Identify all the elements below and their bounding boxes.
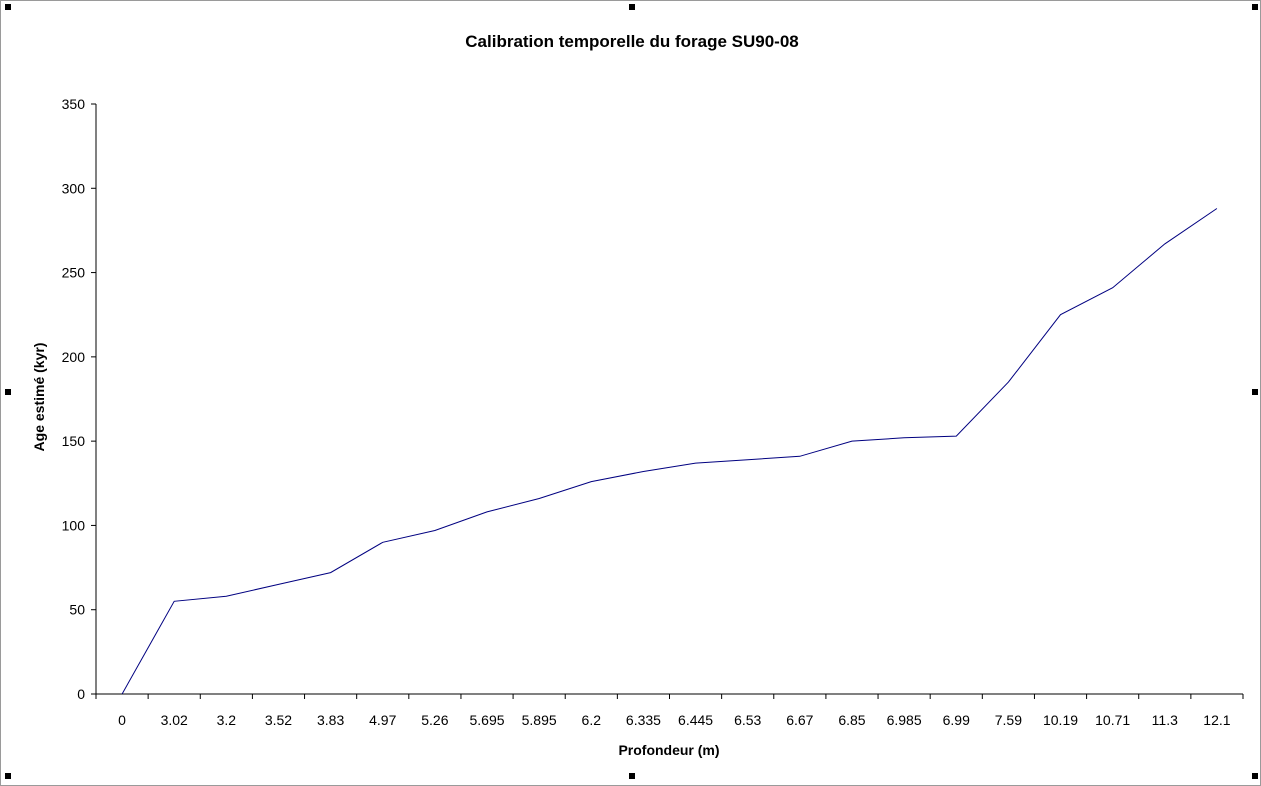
data-point[interactable] [225,595,228,598]
data-point[interactable] [903,436,906,439]
data-point[interactable] [121,693,124,696]
y-tick-label: 0 [77,686,85,702]
data-point[interactable] [486,510,489,513]
resize-handle-top-right[interactable] [1252,4,1258,10]
x-tick-label: 6.985 [887,712,922,728]
data-point[interactable] [694,462,697,465]
x-tick-label: 10.71 [1095,712,1130,728]
data-point[interactable] [1163,242,1166,245]
y-tick-label: 250 [62,265,86,281]
series-line[interactable] [121,208,1218,695]
y-axis-title[interactable]: Age estimé (kyr) [31,343,47,452]
data-point[interactable] [746,458,749,461]
resize-handle-bottom-left[interactable] [5,773,11,779]
data-point[interactable] [1059,313,1062,316]
plot-series [121,207,1218,696]
y-tick-label: 100 [62,517,86,533]
x-tick-label: 3.83 [317,712,344,728]
data-point[interactable] [590,480,593,483]
resize-handle-bottom-center[interactable] [629,773,635,779]
data-point[interactable] [955,435,958,438]
x-tick-label: 6.85 [838,712,865,728]
data-point[interactable] [850,440,853,443]
data-point[interactable] [642,470,645,473]
x-tick-label: 6.67 [786,712,813,728]
x-tick-label: 4.97 [369,712,396,728]
x-tick-label: 6.445 [678,712,713,728]
x-tick-label: 3.02 [161,712,188,728]
data-point[interactable] [798,455,801,458]
x-tick-label: 5.895 [522,712,557,728]
x-tick-label: 6.53 [734,712,761,728]
data-point[interactable] [1007,381,1010,384]
x-tick-label: 3.2 [217,712,237,728]
x-tick-label: 6.335 [626,712,661,728]
data-point[interactable] [173,600,176,603]
x-tick-label: 6.2 [582,712,602,728]
resize-handle-top-left[interactable] [5,4,11,10]
y-tick-label: 300 [62,180,86,196]
x-tick-label: 6.99 [943,712,970,728]
y-tick-label: 200 [62,349,86,365]
data-point[interactable] [1215,207,1218,210]
chart-title[interactable]: Calibration temporelle du forage SU90-08 [465,32,798,51]
x-axis-title[interactable]: Profondeur (m) [618,742,719,758]
x-tick-label: 12.1 [1203,712,1230,728]
x-axis-ticks: 0 3.02 3.2 3.52 3.83 4.97 5.26 5.695 5.895 6.2 6.3… [95,694,1244,728]
data-point[interactable] [433,529,436,532]
x-tick-label: 10.19 [1043,712,1078,728]
x-tick-label: 5.695 [469,712,504,728]
y-tick-label: 50 [69,602,85,618]
data-point[interactable] [1111,286,1114,289]
data-point[interactable] [381,541,384,544]
x-tick-label: 3.52 [265,712,292,728]
x-tick-label: 0 [118,712,126,728]
data-point[interactable] [329,571,332,574]
y-tick-label: 150 [62,433,86,449]
selection-handles[interactable] [5,4,1258,779]
resize-handle-middle-right[interactable] [1252,389,1258,395]
y-axis-ticks: 0 50 100 150 200 250 300 350 [62,96,96,702]
resize-handle-bottom-right[interactable] [1252,773,1258,779]
x-tick-label: 11.3 [1152,712,1178,728]
resize-handle-top-center[interactable] [629,4,635,10]
data-point[interactable] [277,583,280,586]
x-tick-label: 7.59 [995,712,1022,728]
y-tick-label: 350 [62,96,86,112]
resize-handle-middle-left[interactable] [5,389,11,395]
x-tick-label: 5.26 [421,712,448,728]
data-point[interactable] [538,497,541,500]
